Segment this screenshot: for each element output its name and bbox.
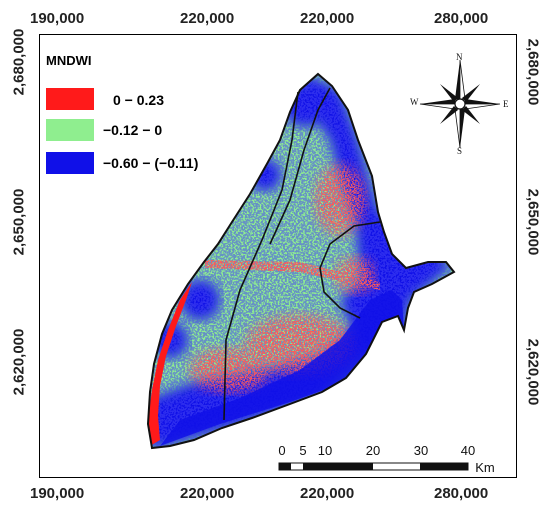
compass-w: W: [410, 97, 419, 107]
legend-title: MNDWI: [46, 53, 92, 68]
coord-bottom-3: 220,000: [300, 485, 355, 502]
coord-top-4: 280,000: [434, 10, 489, 27]
scale-tick-20: 20: [365, 443, 381, 458]
district-boundary-3: [319, 221, 381, 319]
north-arrow: [419, 59, 501, 149]
legend-swatch-low: [46, 152, 94, 174]
scale-tick-0: 0: [278, 443, 286, 458]
legend-label-low: −0.60 − (−0.11): [103, 155, 199, 171]
district-boundary-2: [269, 87, 331, 245]
coord-bottom-2: 220,000: [180, 485, 235, 502]
compass-n: N: [456, 52, 463, 62]
mndwi-raster: [148, 74, 454, 448]
scale-tick-40: 40: [460, 443, 476, 458]
coord-top-2: 220,000: [180, 10, 235, 27]
coord-bottom-1: 190,000: [30, 485, 85, 502]
scale-tick-30: 30: [413, 443, 429, 458]
southern-low-band: [160, 290, 404, 446]
legend-swatch-high: [46, 88, 94, 110]
scale-bar: [278, 462, 469, 471]
district-boundary-1: [223, 91, 299, 421]
compass-e: E: [503, 99, 509, 109]
scale-unit: Km: [475, 460, 495, 475]
coord-top-3: 220,000: [300, 10, 355, 27]
coord-bottom-4: 280,000: [434, 485, 489, 502]
legend-swatch-mid: [46, 119, 94, 141]
scale-tick-10: 10: [317, 443, 333, 458]
compass-s: S: [457, 146, 463, 156]
legend-label-high: 0 − 0.23: [113, 92, 164, 108]
coastal-high-strip: [148, 282, 192, 446]
scale-tick-5: 5: [299, 443, 307, 458]
coord-top-1: 190,000: [30, 10, 85, 27]
legend-label-mid: −0.12 − 0: [103, 122, 163, 138]
